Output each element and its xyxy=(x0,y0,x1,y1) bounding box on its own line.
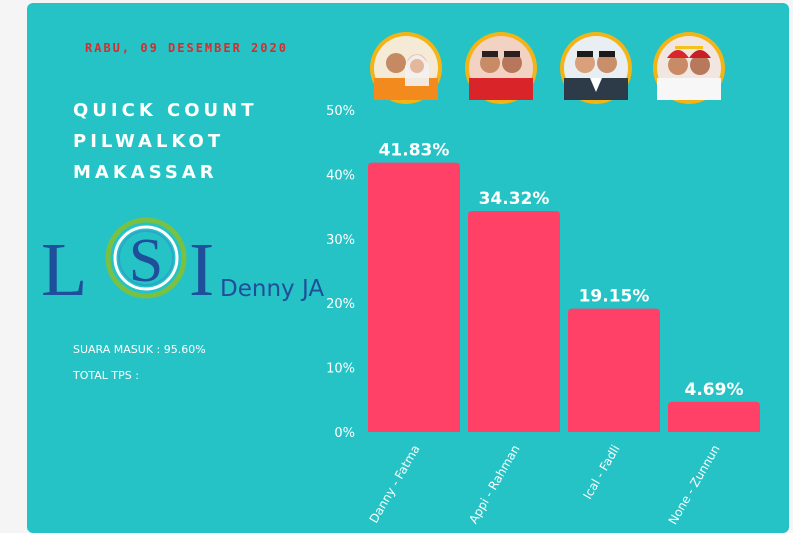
candidate-avatar-4 xyxy=(653,32,725,104)
title-line-3: MAKASSAR xyxy=(73,162,218,183)
candidate-pair-photo-icon xyxy=(564,36,628,100)
data-label: 34.32% xyxy=(479,189,550,209)
logo-rainbow-ring-icon xyxy=(105,217,187,299)
bar xyxy=(668,401,760,432)
data-label: 19.15% xyxy=(579,287,650,307)
candidate-pair-photo-icon xyxy=(469,36,533,100)
suara-masuk-label: SUARA MASUK : 95.60% xyxy=(73,343,206,356)
date-label: RABU, 09 DESEMBER 2020 xyxy=(85,41,288,55)
vote-bar-chart: 0% 10% 20% 30% 40% 50% 41.83% Danny - Fatma 34.3… xyxy=(326,104,760,528)
title-line-1: QUICK COUNT xyxy=(73,100,258,121)
data-label: 41.83% xyxy=(379,141,450,161)
y-tick-label: 40% xyxy=(326,168,355,183)
total-tps-label: TOTAL TPS : xyxy=(73,369,139,382)
data-label: 4.69% xyxy=(685,380,744,400)
candidate-avatar-1 xyxy=(370,32,442,104)
logo-inner-ring-icon xyxy=(113,225,179,291)
logo-letter-l: L xyxy=(41,228,87,312)
candidate-avatar-2 xyxy=(465,32,537,104)
lsi-logo: L S I Denny JA xyxy=(41,217,324,312)
title-line-2: PILWALKOT xyxy=(73,131,225,152)
y-tick-label: 0% xyxy=(334,426,355,441)
x-tick-label: Ical - Fadli xyxy=(580,443,622,502)
logo-core-ring-icon xyxy=(118,230,174,286)
bar xyxy=(368,162,460,432)
logo-letter-i: I xyxy=(189,228,214,312)
x-tick-label: Appi - Rahman xyxy=(466,443,522,527)
bar xyxy=(468,210,560,432)
candidate-avatar-3 xyxy=(560,32,632,104)
x-tick-label: None - Zunnun xyxy=(666,443,723,528)
page-title: QUICK COUNT PILWALKOT MAKASSAR xyxy=(73,95,258,188)
y-tick-label: 10% xyxy=(326,362,355,377)
bar xyxy=(568,308,660,432)
chart-card: RABU, 09 DESEMBER 2020 QUICK COUNT PILWA… xyxy=(27,3,789,533)
candidate-pair-photo-icon xyxy=(657,36,721,100)
y-tick-label: 20% xyxy=(326,297,355,312)
logo-letter-s: S xyxy=(129,227,163,295)
candidate-pair-photo-icon xyxy=(374,36,438,100)
y-tick-label: 30% xyxy=(326,233,355,248)
x-tick-label: Danny - Fatma xyxy=(367,443,423,526)
logo-subtitle: Denny JA xyxy=(220,276,324,302)
y-tick-label: 50% xyxy=(326,104,355,119)
